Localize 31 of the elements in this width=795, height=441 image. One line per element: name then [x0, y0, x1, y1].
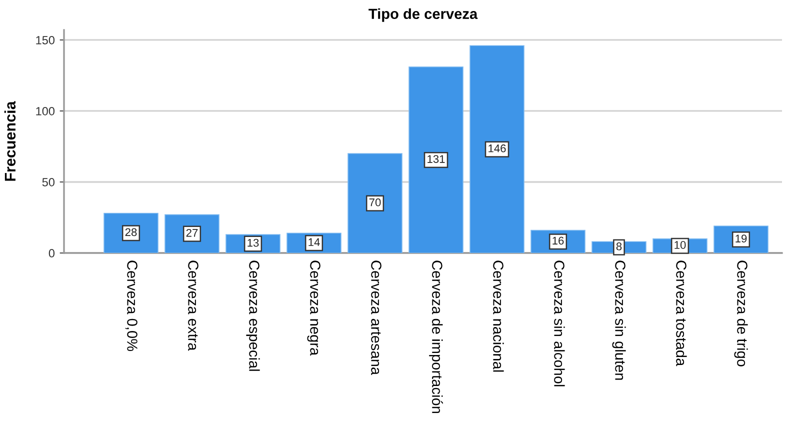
x-tick-label: Cerveza 0,0% — [125, 260, 138, 352]
x-tick-label: Cerveza sin gluten — [612, 260, 626, 380]
y-tick-label: 0 — [48, 249, 55, 258]
data-label: 14 — [308, 238, 320, 246]
x-tick-label: Cerveza de trigo — [734, 260, 748, 366]
data-label: 70 — [369, 198, 381, 206]
y-tick-label: 100 — [36, 106, 55, 116]
data-label: 19 — [736, 234, 747, 242]
x-tick-label: Cerveza nacional — [493, 260, 504, 372]
x-tick-label: Cerveza sin alcohol — [554, 260, 565, 386]
chart-title: Tipo de cerveza — [368, 8, 478, 22]
y-tick-label: 150 — [36, 36, 55, 44]
bar — [408, 66, 464, 253]
data-label: 28 — [125, 228, 137, 236]
x-tick-label: Cerveza extra — [188, 260, 198, 351]
x-tick-label: Cerveza especial — [246, 260, 260, 371]
data-label: 27 — [186, 228, 198, 237]
y-axis-title: Frecuencia — [4, 101, 16, 181]
bar — [348, 153, 402, 253]
x-tick-label: Cerveza tostada — [676, 260, 687, 366]
x-tick-label: Cerveza de importación — [429, 260, 443, 414]
data-label: 13 — [248, 238, 259, 247]
y-tick-label: 50 — [42, 178, 55, 186]
data-label: 16 — [552, 236, 564, 245]
x-tick-label: Cerveza negra — [307, 260, 320, 356]
data-label: 131 — [428, 155, 445, 163]
data-label: 10 — [674, 241, 686, 249]
bar — [470, 45, 524, 253]
data-label: 8 — [616, 242, 622, 250]
x-tick-label: Cerveza artesana — [371, 260, 382, 376]
data-label: 146 — [488, 144, 506, 152]
